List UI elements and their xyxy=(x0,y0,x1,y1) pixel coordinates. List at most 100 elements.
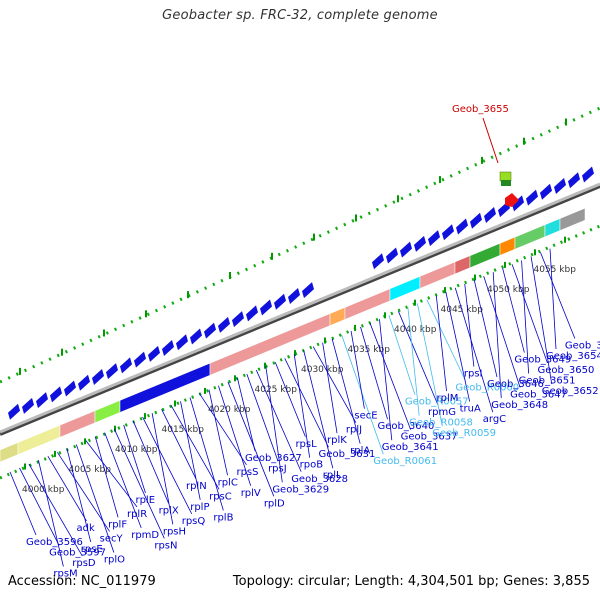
reverse-gene-arrow[interactable] xyxy=(568,172,580,188)
reverse-gene-arrow[interactable] xyxy=(190,328,202,344)
gene-label[interactable]: rpsI xyxy=(464,369,483,380)
reverse-gene-arrow[interactable] xyxy=(106,363,118,379)
gene-feature[interactable] xyxy=(500,237,515,255)
gene-feature[interactable] xyxy=(0,443,18,462)
reverse-gene-arrow[interactable] xyxy=(428,230,440,246)
gene-feature[interactable] xyxy=(120,363,210,412)
gene-label[interactable]: rplR xyxy=(127,509,147,520)
gene-label[interactable]: rpsC xyxy=(209,491,232,502)
gene-label[interactable]: rplK xyxy=(327,435,347,446)
gene-label[interactable]: rpsS xyxy=(236,467,258,478)
accession-text: Accession: NC_011979 xyxy=(8,574,156,589)
gene-label[interactable]: rplC xyxy=(218,477,238,488)
gene-label[interactable]: Geob_3654 xyxy=(546,351,600,362)
gene-label[interactable]: rpsL xyxy=(295,439,317,450)
gene-label[interactable]: rpmG xyxy=(428,407,456,418)
gene-label[interactable]: Geob_3651 xyxy=(519,376,576,387)
reverse-gene-arrow[interactable] xyxy=(400,242,412,258)
gene-label[interactable]: rpsH xyxy=(163,526,186,537)
reverse-gene-arrow[interactable] xyxy=(120,357,132,373)
reverse-gene-arrow[interactable] xyxy=(554,178,566,194)
gene-feature[interactable] xyxy=(345,289,390,320)
reverse-gene-arrow[interactable] xyxy=(442,224,454,240)
reverse-gene-arrow[interactable] xyxy=(64,381,76,397)
gene-feature[interactable] xyxy=(330,307,345,325)
gene-label[interactable]: rpmD xyxy=(131,530,159,541)
gene-label[interactable]: Geob_3596 xyxy=(26,537,83,548)
gene-feature[interactable] xyxy=(390,276,420,300)
reverse-gene-arrow[interactable] xyxy=(232,311,244,327)
reverse-gene-arrow[interactable] xyxy=(78,375,90,391)
gene-feature[interactable] xyxy=(455,256,470,274)
reverse-gene-arrow[interactable] xyxy=(540,184,552,200)
gene-label[interactable]: rplJ xyxy=(346,425,362,436)
gene-label[interactable]: rpsJ xyxy=(268,463,287,474)
reverse-gene-arrow[interactable] xyxy=(456,219,468,235)
gene-label[interactable]: Geob_3641 xyxy=(382,442,439,453)
gene-label[interactable]: Geob_3653 xyxy=(565,341,600,352)
reverse-gene-arrow[interactable] xyxy=(288,288,300,304)
gene-feature[interactable] xyxy=(60,411,95,437)
highlight-gene-marker[interactable]: Geob_3655 xyxy=(452,104,519,207)
gene-label[interactable]: rplB xyxy=(213,512,233,523)
gene-label[interactable]: rplL xyxy=(323,470,342,481)
reverse-gene-arrow[interactable] xyxy=(526,190,538,206)
gene-label[interactable]: rplO xyxy=(104,554,125,565)
reverse-gene-arrow[interactable] xyxy=(36,392,48,408)
gene-label[interactable]: rpsD xyxy=(72,558,96,569)
gene-feature[interactable] xyxy=(560,208,585,230)
gene-feature[interactable] xyxy=(95,400,120,422)
gene-label[interactable]: rplA xyxy=(350,446,370,457)
gene-label[interactable]: Geob_R0058 xyxy=(409,418,473,429)
reverse-gene-arrow[interactable] xyxy=(92,369,104,385)
gene-label[interactable]: rplP xyxy=(190,502,209,513)
gene-label[interactable]: rplV xyxy=(241,488,261,499)
gene-feature[interactable] xyxy=(420,262,455,288)
gene-feature[interactable] xyxy=(18,425,60,454)
reverse-gene-arrow[interactable] xyxy=(204,323,216,339)
reverse-gene-arrow[interactable] xyxy=(8,404,20,420)
reverse-gene-arrow[interactable] xyxy=(50,386,62,402)
reverse-gene-arrow[interactable] xyxy=(218,317,230,333)
reverse-gene-arrow[interactable] xyxy=(260,300,272,316)
gene-label[interactable]: Geob_R0059 xyxy=(432,428,496,439)
gene-label[interactable]: Geob_R0061 xyxy=(373,456,437,467)
gene-label[interactable]: truA xyxy=(460,404,481,415)
gene-label[interactable]: adk xyxy=(76,523,94,534)
reverse-gene-arrow[interactable] xyxy=(176,334,188,350)
gene-label[interactable]: Geob_3629 xyxy=(272,484,329,495)
gene-label[interactable]: rplE xyxy=(135,495,155,506)
reverse-gene-arrow[interactable] xyxy=(246,305,258,321)
reverse-gene-arrow[interactable] xyxy=(386,247,398,263)
gene-label[interactable]: secY xyxy=(100,533,124,544)
gene-label[interactable]: rplF xyxy=(108,519,127,530)
reverse-gene-arrow[interactable] xyxy=(162,340,174,356)
reverse-gene-arrow[interactable] xyxy=(484,207,496,223)
gene-feature[interactable] xyxy=(545,219,560,237)
reverse-gene-arrow[interactable] xyxy=(414,236,426,252)
reverse-gene-arrow[interactable] xyxy=(134,352,146,368)
reverse-gene-arrow[interactable] xyxy=(148,346,160,362)
reverse-gene-arrow[interactable] xyxy=(470,213,482,229)
gene-label[interactable]: Geob_3627 xyxy=(245,453,302,464)
gene-label[interactable]: Geob_3650 xyxy=(538,365,595,376)
gene-feature[interactable] xyxy=(515,225,545,249)
gene-label[interactable]: rplN xyxy=(186,481,207,492)
gene-label[interactable]: secE xyxy=(354,411,377,422)
reverse-gene-arrow[interactable] xyxy=(372,253,384,269)
gene-label[interactable]: rplM xyxy=(437,393,459,404)
gene-feature[interactable] xyxy=(470,243,500,267)
gene-label[interactable]: Geob_3648 xyxy=(491,400,548,411)
reverse-gene-arrow[interactable] xyxy=(582,166,594,182)
gene-label[interactable]: rpoB xyxy=(300,460,324,471)
reverse-gene-arrow[interactable] xyxy=(274,294,286,310)
reverse-gene-arrow[interactable] xyxy=(302,282,314,298)
gene-label[interactable]: rpsQ xyxy=(182,516,206,527)
gene-label[interactable]: rplD xyxy=(264,498,285,509)
gene-label[interactable]: Geob_3652 xyxy=(542,386,599,397)
gene-label[interactable]: rplX xyxy=(159,505,179,516)
gene-label[interactable]: rpsN xyxy=(154,540,177,551)
reverse-gene-arrow[interactable] xyxy=(22,398,34,414)
gene-label[interactable]: rpsE xyxy=(81,544,103,555)
gene-label[interactable]: argC xyxy=(483,414,506,425)
